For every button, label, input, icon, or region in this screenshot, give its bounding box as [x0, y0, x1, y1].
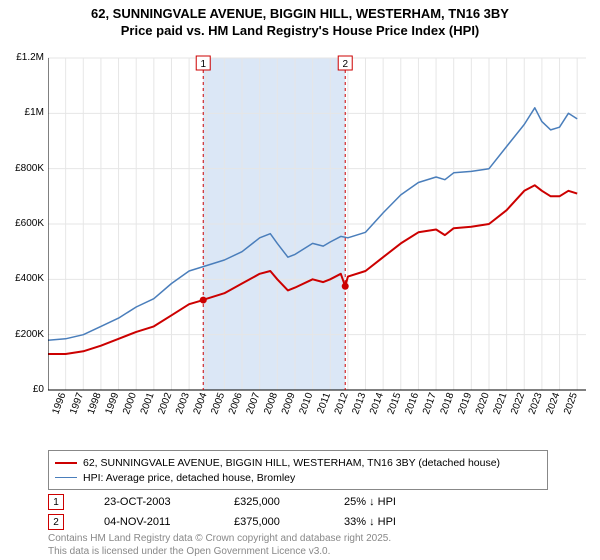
svg-text:2014: 2014 [368, 391, 386, 416]
y-axis-label: £800K [0, 163, 44, 174]
legend-label-hpi: HPI: Average price, detached house, Brom… [83, 472, 295, 484]
svg-text:1996: 1996 [51, 391, 69, 416]
svg-text:1998: 1998 [86, 391, 104, 416]
svg-text:2003: 2003 [174, 391, 192, 416]
y-axis-label: £400K [0, 273, 44, 284]
svg-text:2022: 2022 [509, 391, 527, 416]
svg-text:2018: 2018 [439, 391, 457, 416]
svg-text:2: 2 [342, 59, 348, 70]
svg-text:2006: 2006 [227, 391, 245, 416]
footer-attribution: Contains HM Land Registry data © Crown c… [48, 533, 391, 558]
svg-text:2004: 2004 [192, 391, 210, 416]
chart-title-line2: Price paid vs. HM Land Registry's House … [0, 23, 600, 40]
svg-text:2005: 2005 [209, 391, 227, 416]
marker-1-price: £325,000 [234, 496, 304, 508]
svg-text:2021: 2021 [491, 391, 509, 416]
price-chart: 1995199619971998199920002001200220032004… [48, 50, 588, 420]
svg-text:2015: 2015 [386, 391, 404, 416]
svg-text:2010: 2010 [297, 391, 315, 416]
y-axis-label: £1.2M [0, 52, 44, 63]
svg-text:2020: 2020 [474, 391, 492, 416]
footer-line1: Contains HM Land Registry data © Crown c… [48, 533, 391, 546]
svg-text:1: 1 [200, 59, 206, 70]
svg-text:2002: 2002 [156, 391, 174, 416]
svg-text:2013: 2013 [350, 391, 368, 416]
marker-2-date: 04-NOV-2011 [104, 516, 194, 528]
y-axis-label: £200K [0, 329, 44, 340]
chart-title-line1: 62, SUNNINGVALE AVENUE, BIGGIN HILL, WES… [0, 6, 600, 23]
svg-text:2011: 2011 [315, 391, 333, 415]
svg-text:2024: 2024 [544, 391, 562, 416]
svg-text:2008: 2008 [262, 391, 280, 416]
svg-text:2019: 2019 [456, 391, 474, 416]
legend-swatch-price [55, 462, 77, 464]
svg-text:2012: 2012 [333, 391, 351, 416]
legend-label-price: 62, SUNNINGVALE AVENUE, BIGGIN HILL, WES… [83, 457, 500, 469]
svg-text:2017: 2017 [421, 391, 439, 416]
svg-text:2025: 2025 [562, 391, 580, 416]
marker-2-delta: 33% ↓ HPI [344, 516, 396, 528]
marker-1-badge: 1 [48, 494, 64, 510]
marker-2-badge: 2 [48, 514, 64, 530]
svg-text:2009: 2009 [280, 391, 298, 416]
y-axis-label: £1M [0, 107, 44, 118]
svg-text:2016: 2016 [403, 391, 421, 416]
svg-text:1999: 1999 [103, 391, 121, 416]
y-axis-label: £0 [0, 384, 44, 395]
svg-text:1997: 1997 [68, 391, 86, 416]
svg-text:2023: 2023 [527, 391, 545, 416]
marker-1-date: 23-OCT-2003 [104, 496, 194, 508]
y-axis-label: £600K [0, 218, 44, 229]
marker-1-delta: 25% ↓ HPI [344, 496, 396, 508]
svg-text:2007: 2007 [245, 391, 263, 416]
legend-swatch-hpi [55, 477, 77, 478]
legend: 62, SUNNINGVALE AVENUE, BIGGIN HILL, WES… [48, 450, 548, 490]
svg-text:2000: 2000 [121, 391, 139, 416]
footer-line2: This data is licensed under the Open Gov… [48, 546, 391, 559]
marker-2-price: £375,000 [234, 516, 304, 528]
svg-text:2001: 2001 [139, 391, 157, 416]
